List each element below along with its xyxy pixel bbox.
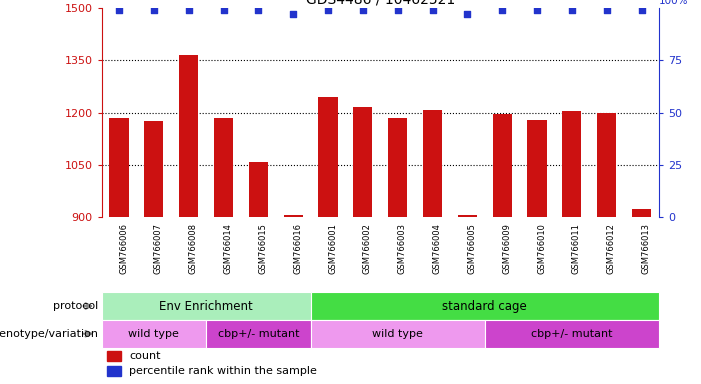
Text: wild type: wild type (372, 329, 423, 339)
Text: cbp+/- mutant: cbp+/- mutant (531, 329, 613, 339)
Bar (206, 320, 311, 348)
Point (496, 7, 508, 13)
Point (253, 7, 264, 13)
Bar (284, 215, 303, 217)
Point (149, 7, 160, 13)
Bar (102, 320, 206, 348)
Text: genotype/variation: genotype/variation (0, 329, 98, 339)
Bar (109, 118, 129, 217)
Text: cbp+/- mutant: cbp+/- mutant (217, 329, 299, 339)
Point (183, 7, 194, 13)
Text: GSM766011: GSM766011 (572, 223, 581, 274)
Bar (311, 320, 485, 348)
Bar (249, 162, 268, 217)
Text: GSM766008: GSM766008 (189, 223, 198, 274)
Title: GDS4486 / 10462521: GDS4486 / 10462521 (306, 0, 455, 7)
Point (358, 7, 369, 13)
Text: GSM766005: GSM766005 (468, 223, 477, 274)
Bar (597, 113, 616, 217)
Text: GSM766004: GSM766004 (433, 223, 442, 274)
Text: GSM766007: GSM766007 (154, 223, 163, 274)
Bar (318, 97, 338, 217)
Bar (353, 107, 372, 217)
Text: GSM766012: GSM766012 (606, 223, 615, 274)
Text: standard cage: standard cage (442, 300, 527, 313)
Text: 100%: 100% (659, 0, 688, 6)
Text: GSM766009: GSM766009 (502, 223, 511, 274)
Bar (527, 120, 547, 217)
Text: GSM766014: GSM766014 (224, 223, 233, 274)
Bar (458, 215, 477, 217)
Point (601, 7, 612, 13)
Point (322, 7, 334, 13)
Text: wild type: wild type (128, 329, 179, 339)
Point (392, 7, 403, 13)
Point (636, 7, 647, 13)
Text: GSM766010: GSM766010 (537, 223, 546, 274)
Text: protocol: protocol (53, 301, 98, 311)
Point (566, 7, 578, 13)
Text: percentile rank within the sample: percentile rank within the sample (129, 366, 317, 376)
Bar (179, 55, 198, 217)
Text: GSM766016: GSM766016 (293, 223, 302, 274)
Text: count: count (129, 351, 161, 361)
Bar (485, 320, 659, 348)
Text: GSM766003: GSM766003 (397, 223, 407, 274)
Bar (214, 118, 233, 217)
Bar (311, 292, 659, 320)
Bar (632, 209, 651, 217)
Bar (493, 114, 512, 217)
Point (287, 11, 299, 17)
Bar (107, 366, 121, 376)
Text: GSM766015: GSM766015 (259, 223, 267, 274)
Text: Env Enrichment: Env Enrichment (159, 300, 253, 313)
Point (218, 7, 229, 13)
Point (462, 11, 473, 17)
Point (531, 7, 543, 13)
Text: GSM766002: GSM766002 (363, 223, 372, 274)
Point (427, 7, 438, 13)
Bar (562, 111, 581, 217)
Bar (107, 351, 121, 361)
Point (114, 7, 125, 13)
Text: GSM766006: GSM766006 (119, 223, 128, 274)
Bar (144, 121, 163, 217)
Text: GSM766001: GSM766001 (328, 223, 337, 274)
Bar (423, 110, 442, 217)
Bar (102, 292, 311, 320)
Text: GSM766013: GSM766013 (641, 223, 651, 274)
Bar (388, 118, 407, 217)
